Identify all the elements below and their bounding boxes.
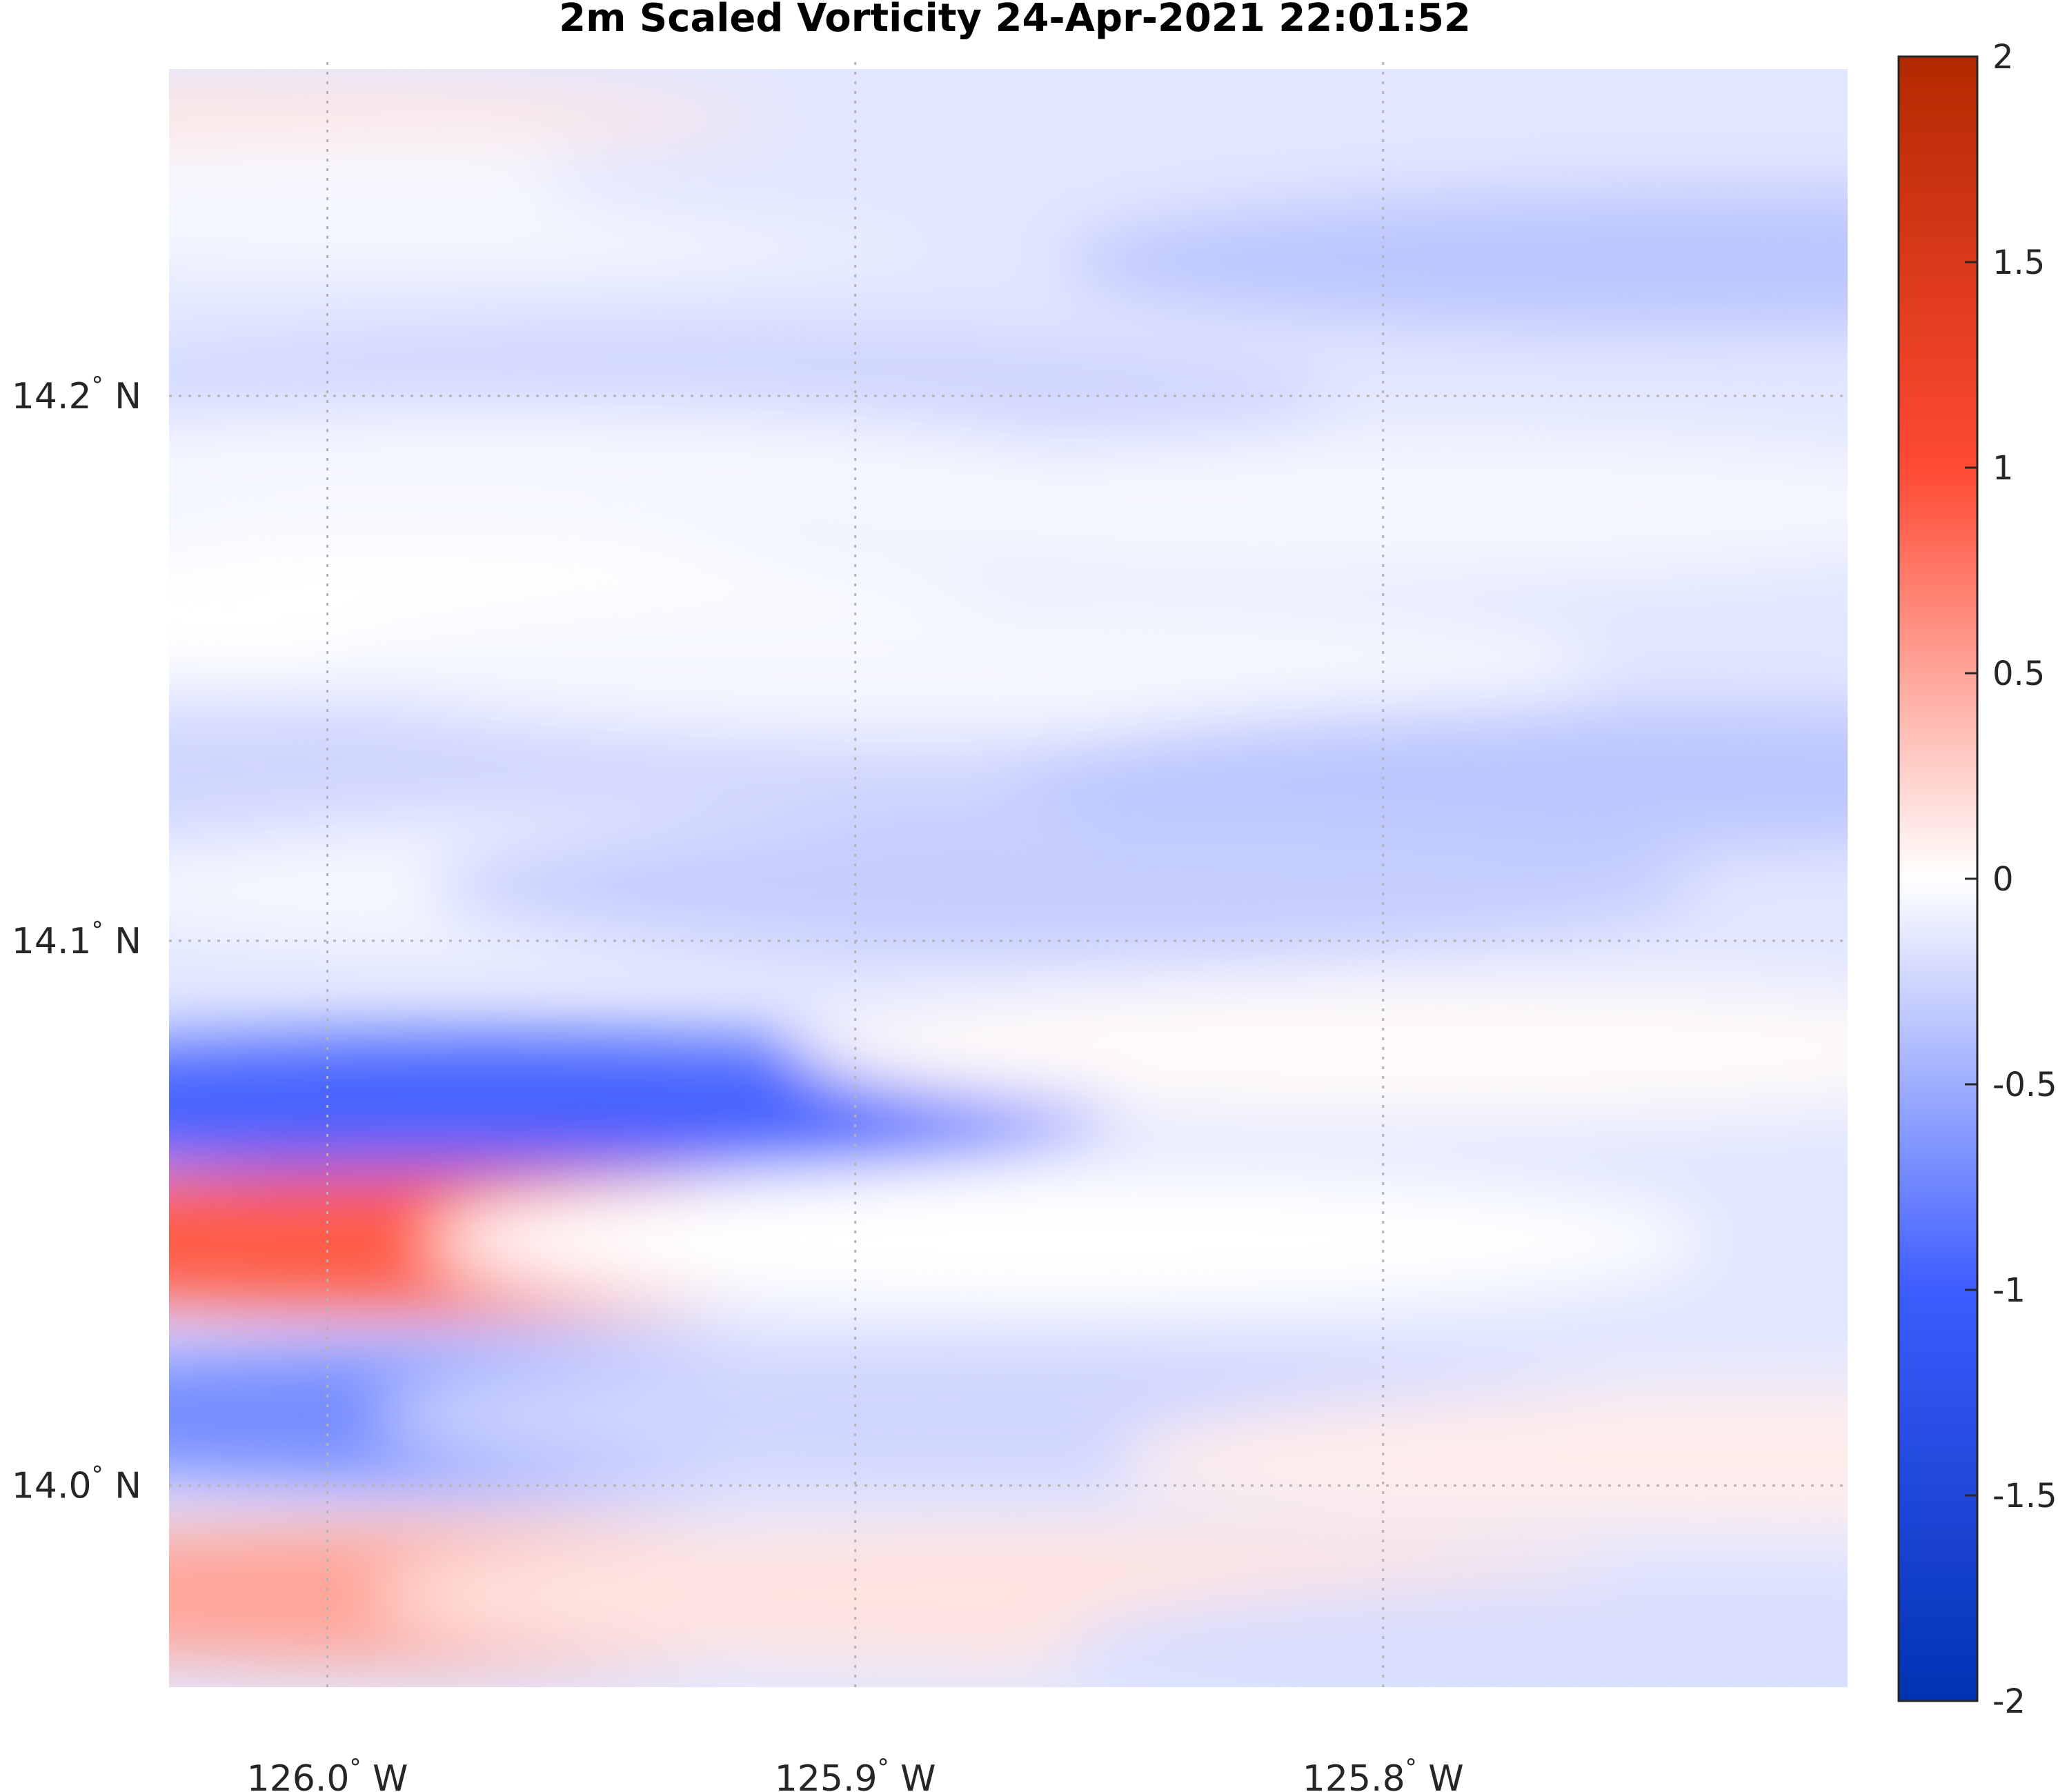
plot-area — [169, 69, 1848, 1687]
vorticity-feature — [744, 434, 1848, 576]
colorbar-tick-label: 1 — [1992, 449, 2014, 488]
vorticity-feature — [169, 706, 1125, 848]
vorticity-feature — [427, 815, 1705, 957]
colorbar-tick-label: 0 — [1992, 860, 2014, 899]
vorticity-feature — [1008, 706, 1848, 848]
x-tick-label: 125.9° W — [775, 1754, 936, 1792]
colorbar-tick-label: 1.5 — [1992, 243, 2045, 282]
vorticity-feature — [427, 1169, 1705, 1311]
y-tick-labels: 14.2° N 14.1° N 14.0° N — [12, 372, 141, 1507]
y-tick-label: 14.1° N — [12, 917, 141, 962]
y-tick-label: 14.0° N — [12, 1462, 141, 1507]
x-tick-label: 126.0° W — [247, 1754, 408, 1792]
colorbar-gradient — [1897, 55, 1979, 1702]
y-tick-label: 14.2° N — [12, 372, 141, 417]
colorbar-tick-label: -2 — [1992, 1682, 2026, 1721]
colorbar-tick-label: -1.5 — [1992, 1477, 2057, 1515]
vorticity-feature — [321, 597, 1600, 739]
grid — [169, 62, 1848, 1687]
vorticity-feature — [797, 979, 1848, 1121]
colorbar-tick-label: -1 — [1992, 1271, 2026, 1310]
colorbar-ticks: 2 1.5 1 0.5 0 -0.5 -1 -1.5 -2 — [1965, 38, 2057, 1721]
vorticity-feature — [1061, 1578, 1848, 1687]
vorticity-field — [169, 79, 1848, 1687]
colorbar-tick-label: 2 — [1992, 38, 2014, 77]
chart-title: 2m Scaled Vorticity 24-Apr-2021 22:01:52 — [559, 0, 1471, 41]
vorticity-feature — [1061, 188, 1848, 331]
x-tick-labels: 126.0° W 125.9° W 125.8° W — [247, 1754, 1464, 1792]
x-tick-label: 125.8° W — [1303, 1754, 1464, 1792]
colorbar-tick-label: -0.5 — [1992, 1066, 2057, 1104]
colorbar-tick-label: 0.5 — [1992, 655, 2045, 693]
vorticity-feature — [1114, 1387, 1848, 1529]
colorbar: 2 1.5 1 0.5 0 -0.5 -1 -1.5 -2 — [1897, 38, 2057, 1721]
